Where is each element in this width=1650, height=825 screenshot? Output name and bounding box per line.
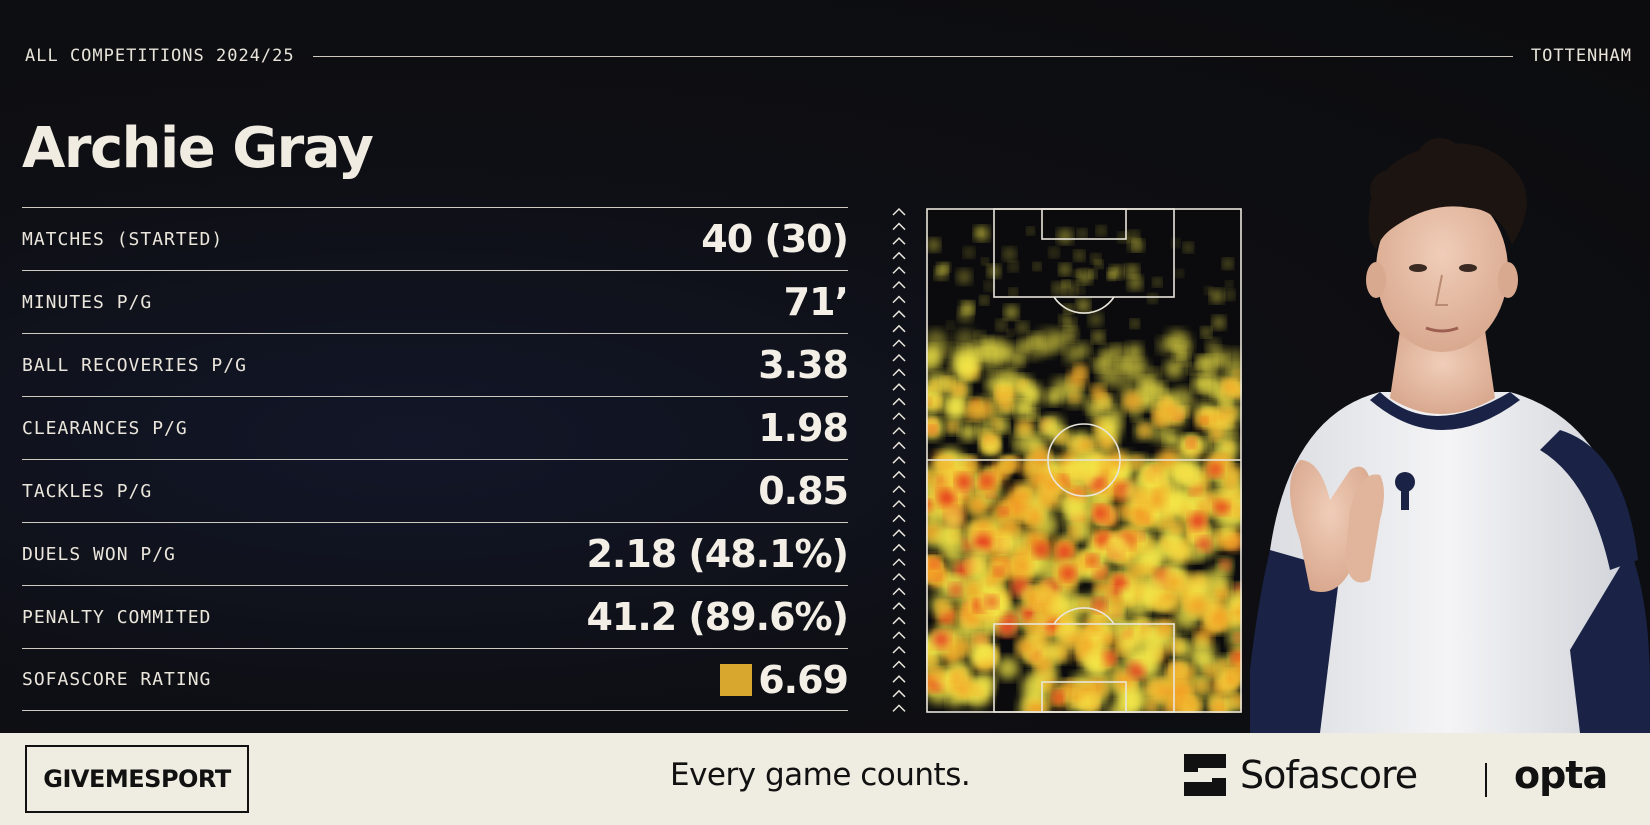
stats-table: MATCHES (STARTED) 40 (30) MINUTES P/G 71… (22, 207, 849, 711)
stat-row-matches: MATCHES (STARTED) 40 (30) (22, 207, 849, 270)
player-photo (1250, 138, 1650, 733)
chevron-up-icon (892, 616, 906, 625)
chevron-up-icon (892, 280, 906, 289)
chevron-up-icon (892, 339, 906, 347)
chevron-up-icon (892, 251, 906, 260)
stat-value: 2.18 (48.1%) (586, 532, 849, 576)
chevron-up-icon (892, 207, 906, 216)
top-bar: ALL COMPETITIONS 2024/25 TOTTENHAM (25, 44, 1632, 68)
logo-divider (1485, 763, 1487, 797)
chevron-up-icon (892, 660, 906, 669)
competition-label: ALL COMPETITIONS 2024/25 (25, 46, 295, 66)
chevron-up-icon (892, 412, 906, 420)
stat-value: 3.38 (758, 343, 849, 387)
header-divider (312, 55, 1513, 57)
stat-row-clearances: CLEARANCES P/G 1.98 (22, 396, 849, 459)
chevron-up-icon (892, 368, 906, 377)
opta-logo: opta (1514, 753, 1608, 797)
stat-label: TACKLES P/G (22, 480, 153, 502)
chevron-up-icon (892, 572, 906, 581)
chevron-up-icon (892, 441, 906, 450)
stat-label: MATCHES (STARTED) (22, 228, 224, 250)
chevron-up-icon (892, 222, 906, 231)
player-name: Archie Gray (22, 116, 374, 181)
chevron-up-icon (892, 602, 906, 610)
givemesport-logo: GIVEMESPORT (25, 745, 249, 813)
stat-label: MINUTES P/G (22, 291, 153, 313)
chevron-up-icon (892, 499, 906, 508)
chevron-up-icon (892, 485, 906, 493)
stat-value-rating: 6.69 (720, 657, 849, 702)
stat-row-recoveries: BALL RECOVERIES P/G 3.38 (22, 333, 849, 396)
pitch-markings (926, 208, 1242, 713)
stat-row-rating: SOFASCORE RATING 6.69 (22, 648, 849, 711)
chevron-up-icon (892, 295, 906, 304)
sofascore-logo: Sofascore (1184, 753, 1418, 797)
heatmap-pitch (926, 208, 1242, 713)
chevron-up-icon (892, 689, 906, 698)
stat-label: BALL RECOVERIES P/G (22, 354, 247, 376)
chevron-up-icon (892, 426, 906, 435)
tagline: Every game counts. (670, 757, 971, 793)
footer-bar: GIVEMESPORT Every game counts. Sofascore… (0, 733, 1650, 825)
stat-value: 40 (30) (701, 217, 849, 261)
chevron-up-icon (892, 675, 906, 683)
chevron-up-icon (892, 558, 906, 566)
stat-label: DUELS WON P/G (22, 543, 176, 565)
chevron-up-icon (892, 704, 906, 712)
brand-text: GIVEMESPORT (43, 765, 231, 793)
stat-label: SOFASCORE RATING (22, 669, 212, 690)
stat-row-penalty: PENALTY COMMITED 41.2 (89.6%) (22, 585, 849, 648)
rating-swatch (720, 663, 753, 696)
chevron-up-icon (892, 645, 906, 654)
chevron-up-icon (892, 529, 906, 537)
stat-label: PENALTY COMMITED (22, 606, 212, 628)
rating-value: 6.69 (758, 657, 849, 702)
stat-value: 1.98 (758, 406, 849, 450)
chevron-up-icon (892, 383, 906, 391)
heat-blobs (926, 226, 1242, 713)
attack-direction-arrows (892, 207, 906, 712)
stat-row-tackles: TACKLES P/G 0.85 (22, 459, 849, 522)
chevron-up-icon (892, 266, 906, 274)
chevron-up-icon (892, 397, 906, 406)
chevron-up-icon (892, 237, 906, 245)
sofascore-logo-icon (1184, 754, 1226, 796)
stat-value: 71’ (783, 280, 849, 324)
chevron-up-icon (892, 310, 906, 318)
stat-row-minutes: MINUTES P/G 71’ (22, 270, 849, 333)
chevron-up-icon (892, 470, 906, 479)
chevron-up-icon (892, 543, 906, 552)
stat-label: CLEARANCES P/G (22, 417, 188, 439)
chevron-up-icon (892, 587, 906, 596)
club-label: TOTTENHAM (1530, 46, 1632, 66)
stat-value: 0.85 (758, 469, 849, 513)
stat-value: 41.2 (89.6%) (586, 595, 849, 639)
chevron-up-icon (892, 353, 906, 362)
chevron-up-icon (892, 514, 906, 523)
graphic-canvas: ALL COMPETITIONS 2024/25 TOTTENHAM Archi… (0, 0, 1650, 733)
chevron-up-icon (892, 456, 906, 464)
sofascore-text: Sofascore (1240, 753, 1418, 797)
chevron-up-icon (892, 324, 906, 333)
chevron-up-icon (892, 631, 906, 639)
stat-row-duels: DUELS WON P/G 2.18 (48.1%) (22, 522, 849, 585)
